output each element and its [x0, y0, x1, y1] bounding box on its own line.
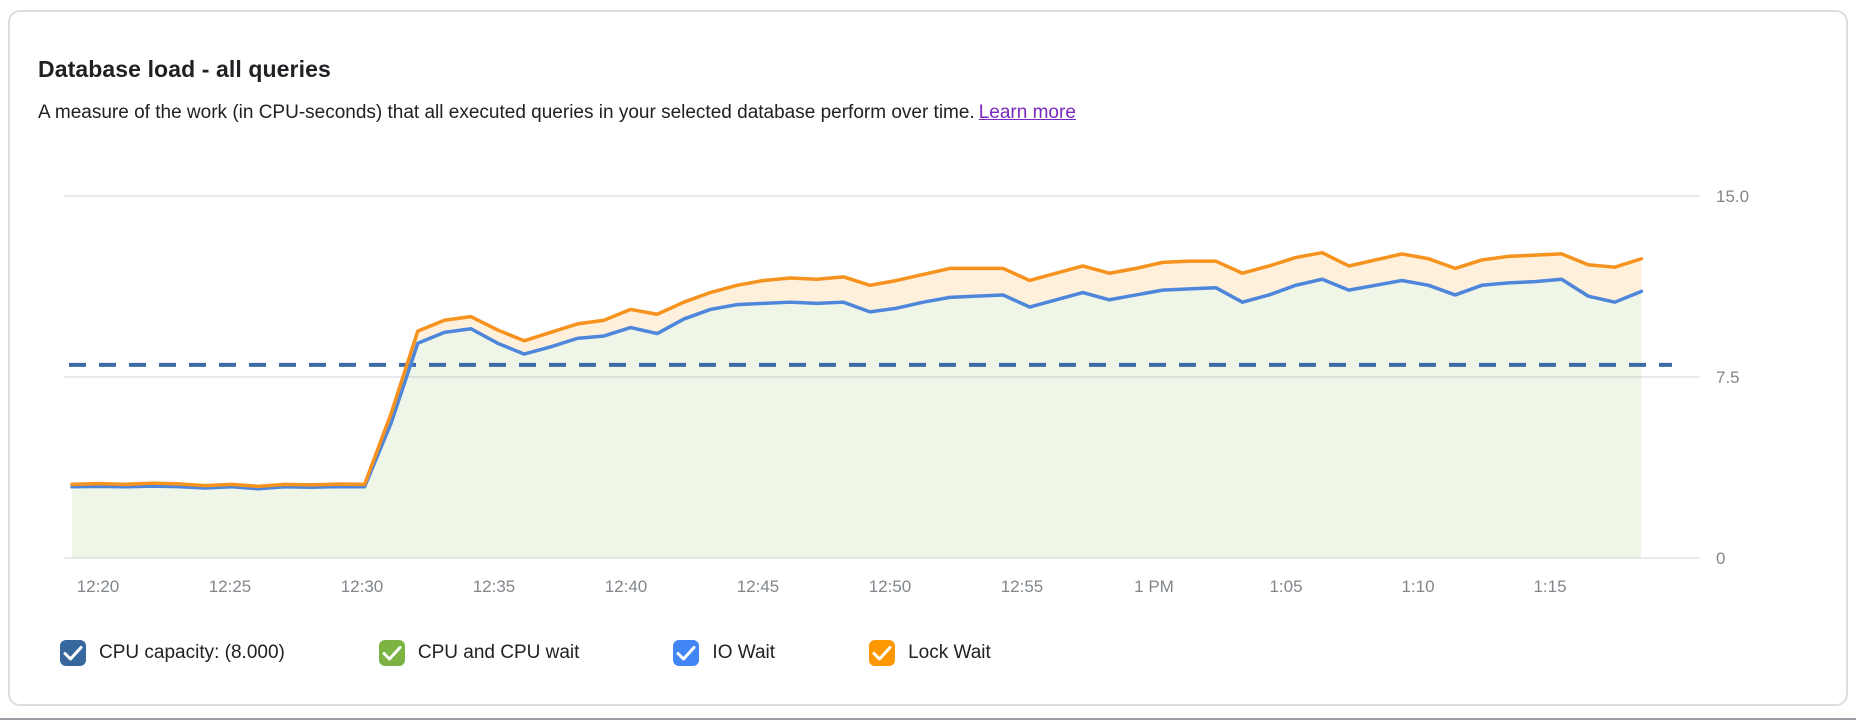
- cpu-and-cpu-wait-area: [72, 279, 1642, 558]
- legend-item-lock-wait[interactable]: Lock Wait: [869, 640, 991, 666]
- x-tick-label: 1 PM: [1134, 577, 1174, 596]
- lock-wait-line: [70, 250, 1644, 489]
- lock-wait-area: [72, 252, 1642, 489]
- y-tick-label: 0: [1716, 549, 1725, 568]
- x-tick-label: 1:15: [1533, 577, 1566, 596]
- legend-item-cpu-and-cpu-wait[interactable]: CPU and CPU wait: [378, 640, 580, 666]
- legend-label-lock-wait: Lock Wait: [908, 642, 991, 663]
- chart-legend: CPU capacity: (8.000) CPU and CPU wait I…: [60, 640, 991, 666]
- x-tick-label: 12:40: [605, 577, 648, 596]
- card-subtitle-text: A measure of the work (in CPU-seconds) t…: [38, 102, 975, 123]
- cpu-and-cpu-wait-checkbox-icon[interactable]: [378, 640, 405, 666]
- card-subtitle: A measure of the work (in CPU-seconds) t…: [38, 102, 1076, 124]
- x-tick-label: 12:25: [209, 577, 252, 596]
- x-tick-label: 1:05: [1269, 577, 1302, 596]
- legend-label-cpu-capacity: CPU capacity: (8.000): [99, 642, 285, 663]
- x-tick-label: 12:35: [473, 577, 516, 596]
- x-tick-label: 12:45: [737, 577, 780, 596]
- card-title: Database load - all queries: [38, 56, 331, 82]
- load-chart-svg[interactable]: 15.0 7.5 0 12:20 12:25 12:30 12:35 12:40 12:45 12…: [10, 142, 1850, 622]
- x-tick-label: 12:20: [77, 577, 120, 596]
- legend-label-io-wait: IO Wait: [712, 642, 776, 663]
- y-tick-label: 7.5: [1716, 368, 1740, 387]
- x-tick-label: 12:55: [1001, 577, 1044, 596]
- x-tick-label: 12:50: [869, 577, 912, 596]
- y-tick-label: 15.0: [1716, 187, 1749, 206]
- x-tick-label: 12:30: [341, 577, 384, 596]
- cpu-capacity-checkbox-icon[interactable]: [60, 640, 86, 666]
- io-wait-line: [70, 277, 1644, 491]
- page-bottom-divider: [0, 718, 1856, 720]
- database-load-card: Database load - all queries A measure of…: [8, 10, 1848, 706]
- io-wait-checkbox-icon[interactable]: [673, 640, 700, 666]
- legend-label-cpu-and-cpu-wait: CPU and CPU wait: [417, 642, 580, 663]
- x-tick-label: 1:10: [1401, 577, 1434, 596]
- chart-area[interactable]: 15.0 7.5 0 12:20 12:25 12:30 12:35 12:40 12:45 12…: [10, 142, 1850, 622]
- legend-item-io-wait[interactable]: IO Wait: [673, 640, 775, 666]
- legend-item-cpu-capacity[interactable]: CPU capacity: (8.000): [60, 640, 285, 666]
- learn-more-link[interactable]: Learn more: [978, 102, 1076, 123]
- lock-wait-checkbox-icon[interactable]: [869, 640, 896, 666]
